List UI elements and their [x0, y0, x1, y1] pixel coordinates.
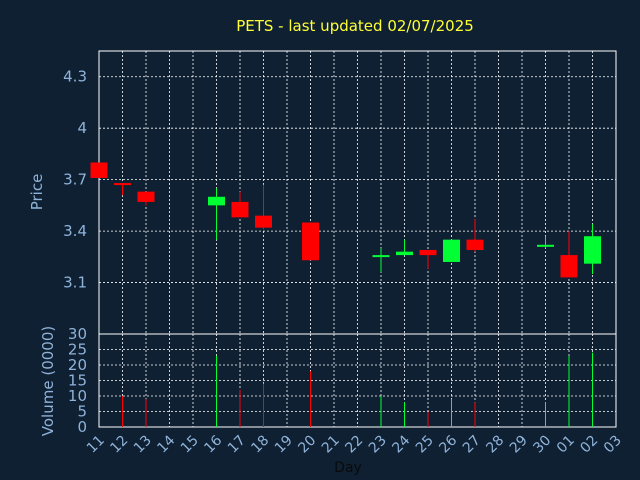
x-tick-label: 03 [601, 433, 625, 457]
x-tick-label: 21 [319, 433, 343, 457]
candle-body [137, 191, 155, 202]
x-tick-label: 20 [295, 433, 319, 457]
candle-body [584, 236, 601, 264]
x-tick-label: 12 [107, 433, 131, 457]
x-tick-label: 25 [413, 433, 437, 457]
candle-body [302, 222, 319, 261]
x-tick-label: 27 [460, 433, 484, 457]
x-tick-label: 15 [178, 433, 202, 457]
candlestick-series [90, 162, 601, 278]
x-tick-label: 30 [530, 433, 554, 457]
x-axis-ticks: 11 12 13 14 15 16 17 18 19 20 21 22 23 24 25 26 27 28 29 30… [84, 432, 625, 456]
x-tick-label: 29 [507, 433, 531, 457]
x-tick-label: 13 [131, 433, 155, 457]
x-tick-label: 14 [154, 432, 178, 456]
candle-body [372, 255, 390, 258]
volume-tick-label: 15 [68, 372, 87, 390]
candle-body [537, 244, 554, 247]
x-tick-label: 26 [436, 432, 460, 456]
candle-body [396, 251, 413, 256]
x-tick-label: 22 [342, 433, 366, 457]
candle-body [90, 162, 108, 178]
candle-body [443, 239, 460, 262]
volume-bar-series [122, 352, 593, 427]
price-axis-ticks: 3.1 3.4 3.7 4 4.3 [63, 68, 87, 292]
volume-tick-label: 5 [77, 403, 87, 421]
price-tick-label: 3.7 [63, 171, 87, 189]
volume-tick-label: 20 [68, 356, 87, 374]
x-tick-label: 17 [225, 433, 249, 457]
candle-body [466, 239, 484, 250]
x-tick-label: 01 [554, 433, 578, 457]
volume-tick-label: 0 [77, 418, 87, 436]
volume-axis-label: Volume (0000) [39, 326, 57, 436]
candle-body [114, 183, 131, 186]
candle-body [255, 215, 272, 228]
x-tick-label: 16 [201, 432, 225, 456]
volume-tick-label: 30 [68, 325, 87, 343]
price-tick-label: 3.4 [63, 222, 87, 240]
volume-gridlines [99, 334, 616, 427]
chart-title: PETS - last updated 02/07/2025 [236, 17, 474, 35]
x-tick-label: 19 [272, 433, 296, 457]
price-tick-label: 4.3 [63, 68, 87, 86]
x-tick-label: 28 [483, 433, 507, 457]
candle-body [231, 201, 249, 218]
candle-body [560, 255, 578, 278]
x-axis-label: Day [334, 460, 362, 476]
x-tick-label: 23 [366, 433, 390, 457]
price-gridlines [99, 51, 616, 334]
volume-tick-label: 10 [68, 387, 87, 405]
x-tick-label: 18 [248, 433, 272, 457]
candle-body [208, 196, 225, 206]
x-tick-label: 24 [389, 432, 413, 456]
price-tick-label: 4 [77, 119, 87, 137]
price-axis-label: Price [28, 174, 46, 211]
x-tick-label: 11 [84, 433, 108, 457]
candle-body [419, 249, 437, 256]
price-tick-label: 3.1 [63, 274, 87, 292]
volume-tick-label: 25 [68, 341, 87, 359]
x-tick-label: 02 [577, 433, 601, 457]
